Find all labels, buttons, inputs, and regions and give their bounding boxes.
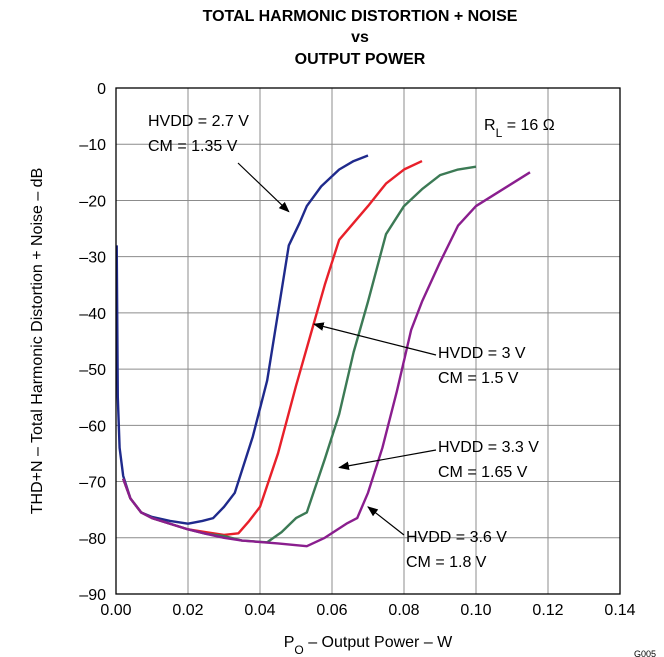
annotation-3: HVDD = 3.3 V CM = 1.65 V — [338, 439, 539, 481]
y-tick-label: –40 — [79, 306, 106, 323]
y-tick-label: –20 — [79, 193, 106, 210]
y-tick-label: –10 — [79, 137, 106, 154]
y-tick-label: –60 — [79, 418, 106, 435]
annotation-text: CM = 1.5 V — [438, 370, 519, 387]
annotation-1: HVDD = 2.7 V CM = 1.35 V — [148, 113, 290, 213]
annotations: HVDD = 2.7 V CM = 1.35 V HVDD = 3 V CM = 1.… — [148, 113, 539, 571]
chart-title: TOTAL HARMONIC DISTORTION + NOISE vs OUT… — [203, 8, 518, 68]
series-layer — [115, 154, 531, 548]
x-tick-label: 0.08 — [388, 602, 419, 619]
title-line-3: OUTPUT POWER — [295, 51, 426, 68]
title-line-2: vs — [351, 29, 369, 46]
x-tick-label: 0.04 — [244, 602, 275, 619]
y-tick-label: –50 — [79, 362, 106, 379]
x-tick-label: 0.06 — [316, 602, 347, 619]
annotation-text: HVDD = 3.3 V — [438, 439, 539, 456]
x-tick-label: 0.10 — [460, 602, 491, 619]
x-tick-label: 0.14 — [604, 602, 635, 619]
annotation-text: CM = 1.35 V — [148, 138, 238, 155]
y-tick-label: –90 — [79, 587, 106, 604]
title-line-1: TOTAL HARMONIC DISTORTION + NOISE — [203, 8, 518, 25]
series-line-1 — [115, 154, 369, 525]
annotation-text: HVDD = 3.6 V — [406, 529, 507, 546]
x-ticks: 0.00 0.02 0.04 0.06 0.08 0.10 0.12 0.14 — [100, 602, 635, 619]
series-line-4 — [122, 171, 531, 548]
y-tick-label: –80 — [79, 531, 106, 548]
y-axis-label: THD+N – Total Harmonic Distortion + Nois… — [29, 168, 46, 515]
annotation-arrow — [237, 162, 290, 213]
annotation-2: HVDD = 3 V CM = 1.5 V — [312, 322, 526, 387]
annotation-text: HVDD = 2.7 V — [148, 113, 249, 130]
x-tick-label: 0.00 — [100, 602, 131, 619]
annotation-arrow — [338, 449, 437, 471]
grid — [116, 88, 620, 594]
annotation-text: HVDD = 3 V — [438, 345, 526, 362]
annotation-text: CM = 1.65 V — [438, 464, 528, 481]
x-tick-label: 0.12 — [532, 602, 563, 619]
y-tick-label: 0 — [97, 81, 106, 98]
annotation-arrow — [367, 506, 405, 536]
load-resistance-label: RL = 16 Ω — [484, 117, 555, 140]
x-axis-label: PO – Output Power – W — [284, 634, 453, 657]
annotation-text: CM = 1.8 V — [406, 554, 487, 571]
y-tick-label: –70 — [79, 475, 106, 492]
plot-frame — [115, 87, 621, 595]
y-ticks: 0 –10 –20 –30 –40 –50 –60 –70 –80 –90 — [79, 81, 106, 604]
x-tick-label: 0.02 — [172, 602, 203, 619]
figure-code: G005 — [634, 649, 656, 657]
annotation-arrow — [312, 322, 437, 356]
annotation-4: HVDD = 3.6 V CM = 1.8 V — [367, 506, 507, 571]
y-tick-label: –30 — [79, 250, 106, 267]
